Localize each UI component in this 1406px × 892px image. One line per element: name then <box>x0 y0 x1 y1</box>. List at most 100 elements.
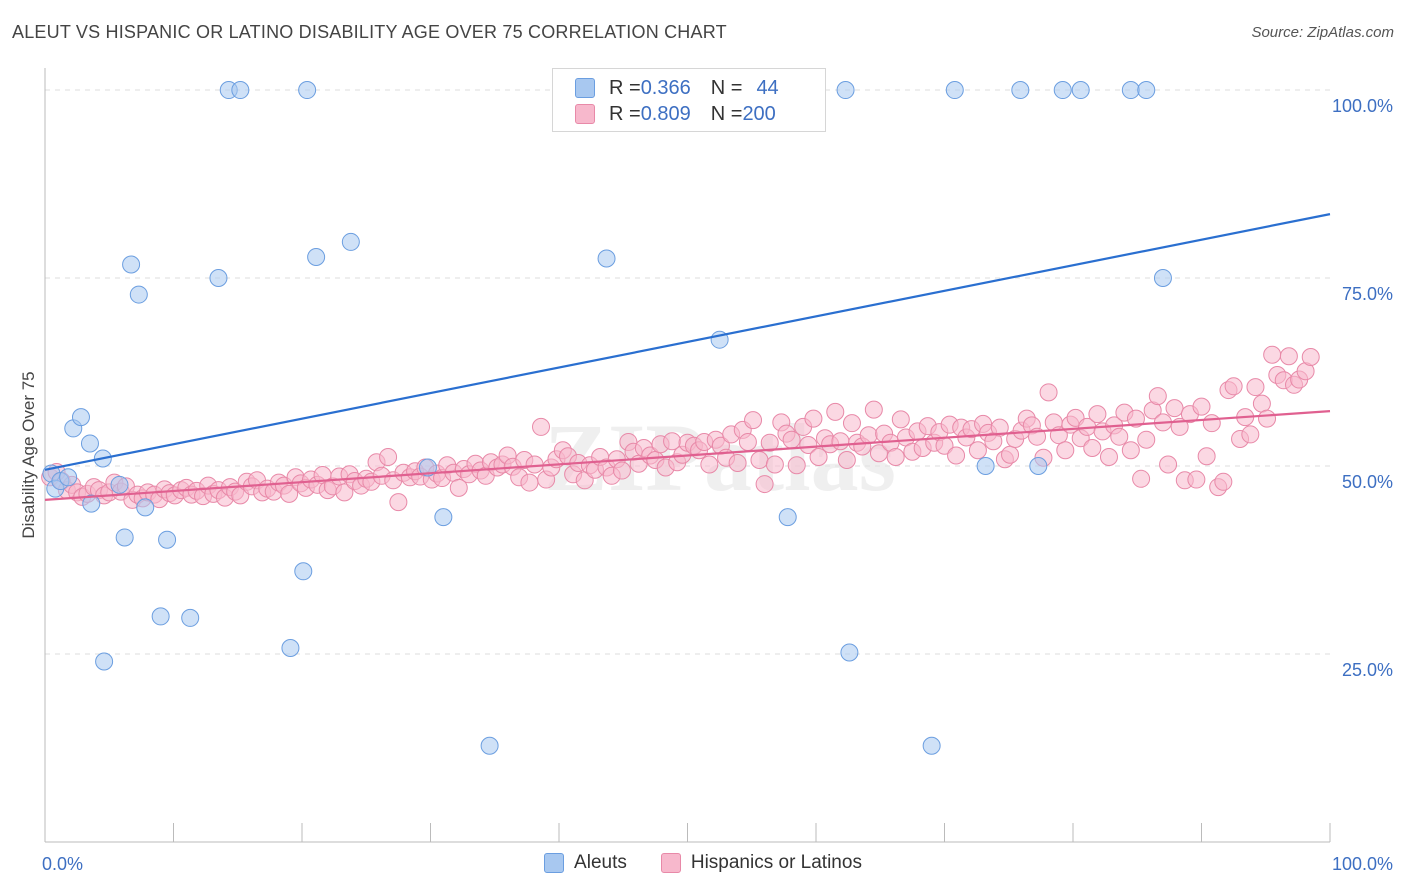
legend-label-aleuts: Aleuts <box>574 852 627 873</box>
hispanic-point <box>1241 425 1260 444</box>
hispanic-point <box>869 444 888 463</box>
hispanic-point <box>449 478 468 497</box>
hispanic-point <box>1126 409 1145 428</box>
aleut-point <box>341 232 360 251</box>
legend-r-label: R = <box>609 76 641 99</box>
aleut-point <box>840 643 859 662</box>
x-tick-label: 100.0% <box>1332 854 1393 874</box>
aleut-point <box>597 249 616 268</box>
aleut-point <box>294 562 313 581</box>
hispanic-point <box>1148 387 1167 406</box>
series-legend: Aleuts Hispanics or Latinos <box>0 852 1406 874</box>
hispanic-point <box>750 451 769 470</box>
aleut-point <box>1053 81 1072 100</box>
hispanic-point <box>1056 441 1075 460</box>
hispanic-point <box>1088 405 1107 424</box>
legend-n-value: 200 <box>742 102 776 125</box>
legend-swatch-hispanics <box>575 104 595 124</box>
hispanic-point <box>842 414 861 433</box>
aleut-point <box>1071 81 1090 100</box>
aleut-point <box>434 508 453 527</box>
hispanic-point <box>1159 455 1178 474</box>
hispanic-point <box>891 410 910 429</box>
axes <box>44 68 1331 843</box>
source-label: Source: ZipAtlas.com <box>1251 24 1394 41</box>
aleut-point <box>151 607 170 626</box>
hispanic-point <box>280 484 299 503</box>
hispanic-point <box>738 432 757 451</box>
aleut-point <box>418 458 437 477</box>
aleut-point <box>945 81 964 100</box>
aleut-point <box>307 247 326 266</box>
hispanic-point <box>809 447 828 466</box>
legend-label-hispanics: Hispanics or Latinos <box>690 852 862 873</box>
hispanic-point <box>831 432 850 451</box>
aleut-point <box>129 285 148 304</box>
aleut-point <box>82 494 101 513</box>
y-tick-label: 50.0% <box>1342 472 1393 492</box>
hispanic-point <box>1279 347 1298 366</box>
aleut-point <box>59 468 78 487</box>
hispanic-point <box>787 456 806 475</box>
aleut-point <box>778 508 797 527</box>
hispanic-point <box>859 426 878 445</box>
hispanic-point <box>1252 394 1271 413</box>
hispanic-point <box>799 435 818 454</box>
hispanic-point <box>525 455 544 474</box>
legend-r-value: 0.809 <box>640 102 691 125</box>
hispanic-point <box>990 418 1009 437</box>
hispanic-point <box>728 454 747 473</box>
aleut-point <box>115 528 134 547</box>
legend-n-label: N = <box>710 102 743 125</box>
legend-r-label: R = <box>609 102 641 125</box>
hispanic-point <box>1263 345 1282 364</box>
hispanic-point <box>837 451 856 470</box>
tick-labels: 25.0% 50.0% 75.0% 100.0% 0.0% 100.0% <box>42 96 1393 874</box>
hispanic-point <box>1258 409 1277 428</box>
aleut-point <box>181 608 200 627</box>
aleut-point <box>71 408 90 427</box>
hispanic-point <box>612 461 631 480</box>
legend-item-hispanics: Hispanics or Latinos <box>660 852 862 874</box>
hispanic-trend-line <box>44 410 1331 501</box>
legend-row-aleuts: R = 0.366 N = 44 <box>575 75 779 101</box>
hispanic-point <box>389 493 408 512</box>
y-tick-label: 75.0% <box>1342 284 1393 304</box>
y-tick-label: 25.0% <box>1342 660 1393 680</box>
hispanic-point <box>1224 377 1243 396</box>
hispanic-point <box>1202 414 1221 433</box>
chart-title: ALEUT VS HISPANIC OR LATINO DISABILITY A… <box>12 22 727 42</box>
hispanic-point <box>1083 438 1102 457</box>
hispanic-point <box>1039 383 1058 402</box>
hispanic-point <box>1187 470 1206 489</box>
legend-swatch-aleuts <box>544 853 565 873</box>
hispanic-point <box>1099 447 1118 466</box>
hispanic-point <box>520 473 539 492</box>
hispanic-point <box>1192 397 1211 416</box>
legend-item-aleuts: Aleuts <box>544 852 627 874</box>
hispanic-point <box>744 411 763 430</box>
hispanic-point <box>1121 441 1140 460</box>
aleut-point <box>836 81 855 100</box>
legend-r-value: 0.366 <box>640 76 691 99</box>
aleut-point <box>110 475 129 494</box>
aleut-point <box>136 498 155 517</box>
hispanic-point <box>1214 472 1233 491</box>
hispanic-point <box>1132 469 1151 488</box>
hispanic-point <box>379 447 398 466</box>
hispanic-point <box>1001 445 1020 464</box>
aleut-point <box>298 81 317 100</box>
aleut-point <box>1011 81 1030 100</box>
hispanic-point <box>335 483 354 502</box>
legend-swatch-hispanics <box>660 853 681 873</box>
trend-lines <box>44 213 1331 501</box>
x-tick-label: 0.0% <box>42 854 83 874</box>
hispanic-point <box>755 475 774 494</box>
aleut-point <box>1121 81 1140 100</box>
aleut-trend-line <box>44 213 1331 471</box>
hispanic-point <box>1165 399 1184 418</box>
aleut-point <box>281 638 300 657</box>
hispanic-point <box>804 409 823 428</box>
data-points <box>41 81 1320 755</box>
